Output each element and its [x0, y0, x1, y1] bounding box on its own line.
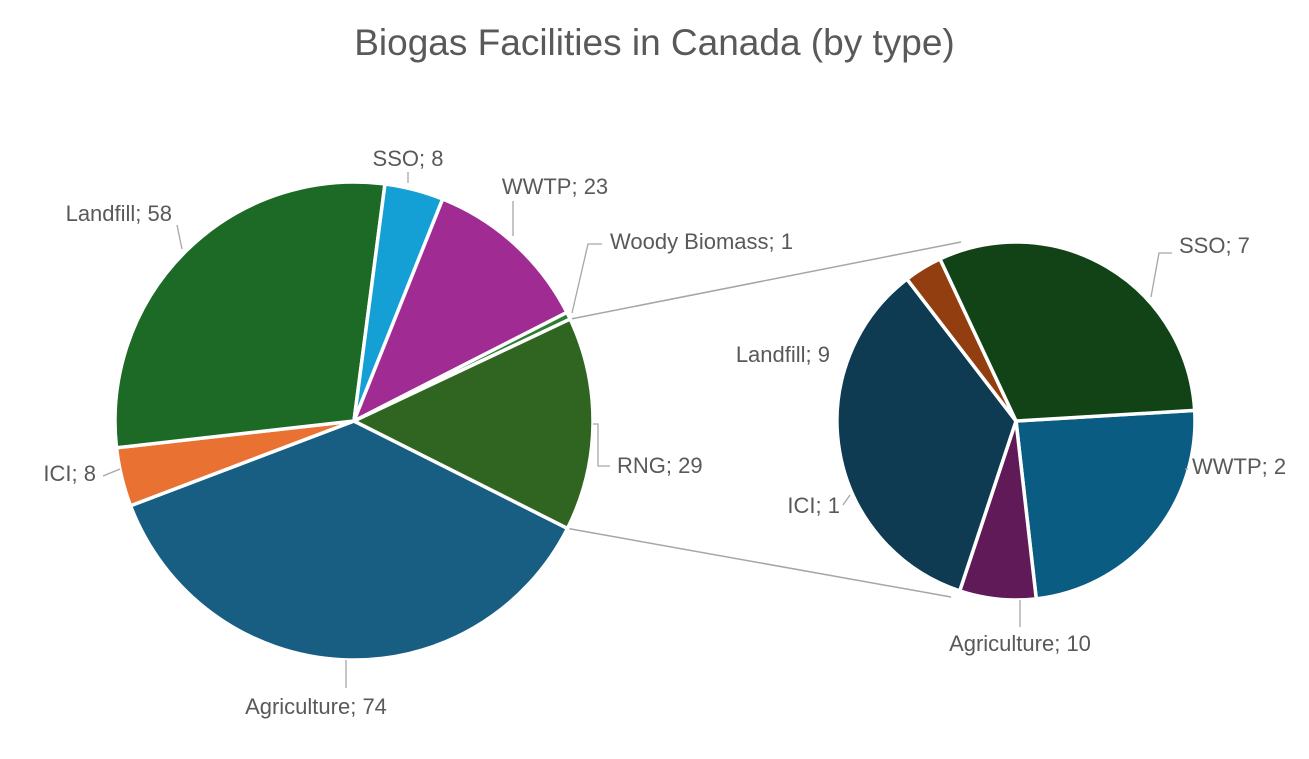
secondary-label-wwtp: WWTP; 2 [1192, 454, 1286, 479]
secondary-label-ici: ICI; 1 [787, 493, 840, 518]
main-slice-landfill [113, 180, 387, 450]
main-label-agriculture: Agriculture; 74 [245, 694, 387, 719]
main-leader-rng [593, 423, 610, 467]
data-labels: Agriculture; 74 ICI; 8 Landfill; 58 SSO; 8 W… [43, 146, 1286, 719]
secondary-label-sso: SSO; 7 [1179, 233, 1250, 258]
main-label-rng: RNG; 29 [617, 453, 703, 478]
secondary-slice-sso [1014, 408, 1197, 601]
main-leader-woody-biomass [571, 243, 602, 314]
connector-line-bottom [567, 527, 952, 598]
main-slice-rng [352, 317, 595, 531]
main-slice-wwtp [352, 197, 569, 423]
main-label-wwtp: WWTP; 23 [502, 174, 608, 199]
leader-lines [102, 172, 1188, 688]
secondary-slice-landfill [938, 240, 1197, 423]
secondary-slice-agriculture [835, 277, 1018, 593]
main-leader-ici [102, 468, 121, 477]
main-label-landfill: Landfill; 58 [66, 201, 172, 226]
connector-line-top [570, 241, 962, 320]
secondary-leader-ici [842, 494, 851, 506]
chart-title: Biogas Facilities in Canada (by type) [354, 22, 955, 63]
secondary-pie [835, 240, 1197, 602]
main-label-sso: SSO; 8 [373, 146, 444, 171]
main-pie [113, 180, 595, 662]
main-label-ici: ICI; 8 [43, 461, 96, 486]
main-slice-agriculture [128, 419, 570, 662]
main-label-woody-biomass: Woody Biomass; 1 [610, 229, 793, 254]
secondary-label-landfill: Landfill; 9 [736, 342, 830, 367]
main-leader-landfill [176, 224, 183, 250]
connector-lines [567, 241, 962, 598]
secondary-label-agriculture: Agriculture; 10 [949, 631, 1091, 656]
secondary-leader-sso [1150, 252, 1172, 298]
